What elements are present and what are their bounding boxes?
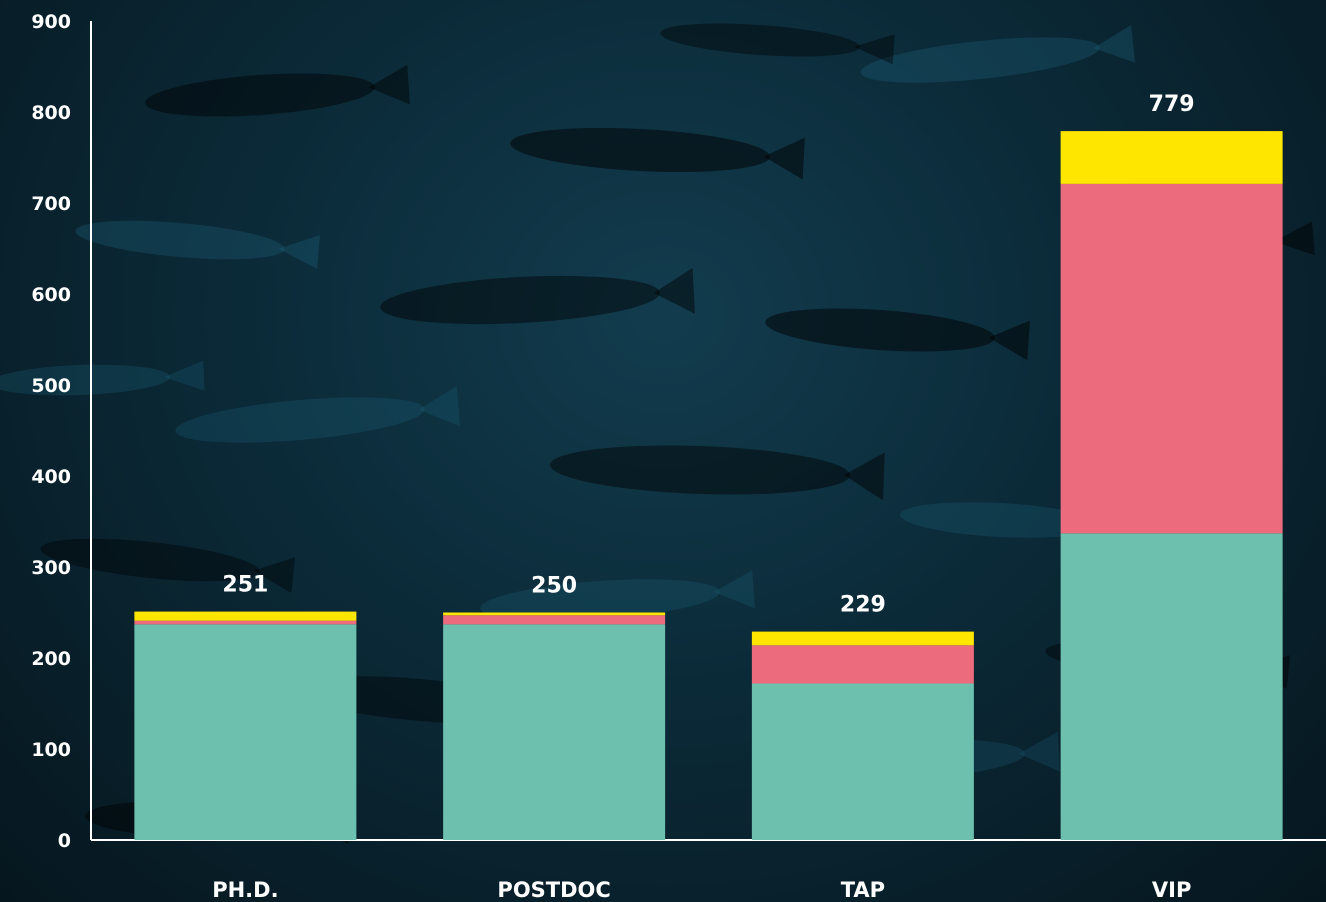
bar-segment-3: [751, 631, 974, 646]
bar-segment-2: [751, 645, 974, 684]
bar-total-label: 251: [222, 573, 268, 598]
y-tick-label: 500: [31, 375, 71, 397]
bar-total-label: 779: [1149, 92, 1195, 117]
bar-segment-1: [443, 624, 666, 840]
bar-segment-3: [1060, 131, 1283, 184]
y-tick-label: 700: [31, 193, 71, 215]
y-tick-label: 100: [31, 739, 71, 761]
x-category-label: POSTDOC: [497, 878, 610, 902]
fish-silhouette: [145, 64, 411, 117]
bar-segment-3: [443, 612, 666, 616]
y-tick-label: 400: [31, 466, 71, 488]
fish-silhouette: [550, 445, 885, 501]
fish-silhouette: [380, 267, 695, 325]
bar-total-label: 229: [840, 593, 886, 618]
y-tick-label: 0: [58, 830, 71, 852]
x-category-label: VIP: [1152, 878, 1191, 902]
fish-silhouette: [860, 25, 1136, 83]
bar-segment-3: [134, 611, 357, 621]
y-tick-label: 900: [31, 11, 71, 33]
fish-silhouette: [480, 570, 755, 621]
y-tick-label: 200: [31, 648, 71, 670]
fish-silhouette: [40, 538, 296, 593]
x-category-label: PH.D.: [212, 878, 278, 902]
y-tick-label: 800: [31, 102, 71, 124]
fish-silhouette: [660, 23, 895, 65]
fish-silhouette: [0, 360, 205, 396]
fish-silhouette: [75, 220, 320, 270]
y-tick-label: 300: [31, 557, 71, 579]
fish-silhouette: [175, 386, 461, 443]
bar-segment-1: [134, 624, 357, 840]
bar-segment-2: [443, 615, 666, 625]
fish-silhouette: [765, 308, 1031, 361]
bar-total-label: 250: [531, 574, 577, 599]
fish-silhouette: [510, 127, 805, 180]
bar-segment-2: [134, 620, 357, 625]
y-tick-label: 600: [31, 284, 71, 306]
bar-segment-1: [751, 683, 974, 840]
x-category-label: TAP: [841, 878, 885, 902]
bar-segment-1: [1060, 533, 1283, 840]
bar-segment-2: [1060, 183, 1283, 534]
